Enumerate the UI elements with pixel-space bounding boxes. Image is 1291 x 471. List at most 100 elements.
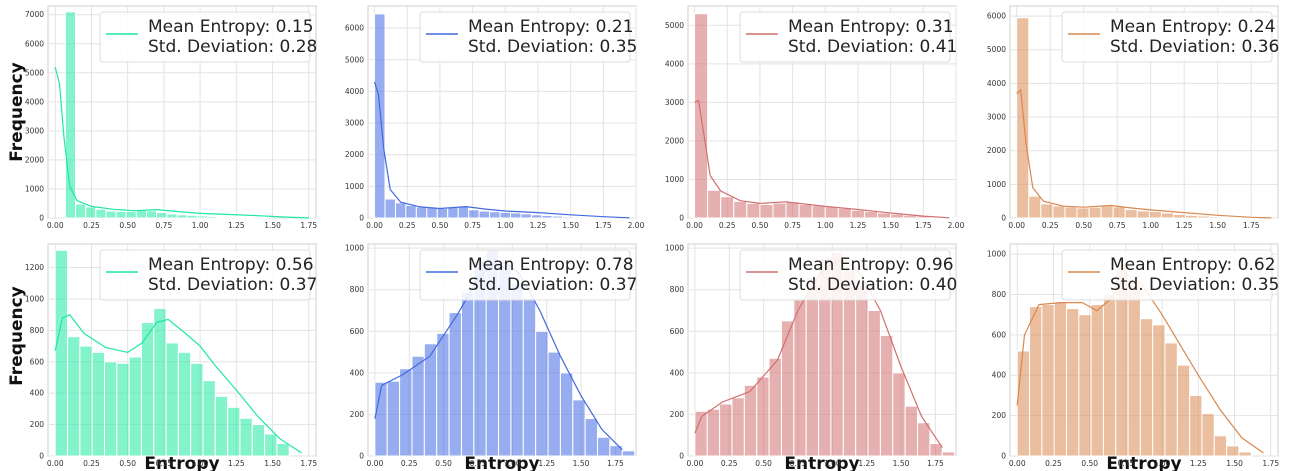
x-label-col2: Entropy	[784, 454, 859, 471]
x-tick-label: 1.50	[1209, 221, 1226, 230]
legend-entry: Std. Deviation: 0.37	[148, 275, 317, 295]
x-tick-label: 1.50	[562, 221, 579, 230]
histogram-bar	[707, 189, 722, 219]
histogram-bar	[436, 208, 449, 219]
histogram-bar	[423, 343, 438, 457]
x-label-col3: Entropy	[1106, 454, 1181, 471]
x-tick-label: 1.00	[192, 459, 209, 468]
histogram-bar	[1197, 215, 1211, 219]
histogram-bar	[855, 285, 869, 457]
x-tick-label: 0.75	[464, 221, 481, 230]
histogram-bar	[75, 203, 87, 219]
histogram-bar	[733, 200, 748, 219]
x-tick-label: 1.00	[1154, 459, 1171, 468]
histogram-bar	[276, 442, 290, 457]
y-tick-label: 6000	[987, 12, 1006, 21]
x-tick-label: 1.75	[300, 221, 317, 230]
histogram-bar	[1112, 206, 1126, 219]
y-tick-label: 800	[350, 285, 365, 294]
x-tick-label: 0.25	[1042, 221, 1059, 230]
histogram-bar	[1148, 211, 1162, 219]
histogram-bar	[1136, 210, 1150, 219]
y-tick-label: 5000	[987, 45, 1006, 54]
legend-entry: Std. Deviation: 0.40	[788, 275, 957, 295]
y-tick-label: 1000	[987, 250, 1006, 259]
histogram-bar	[785, 201, 800, 219]
y-tick-label: 5000	[345, 55, 364, 64]
x-tick-label: 1.50	[882, 221, 899, 230]
histogram-bar	[1201, 413, 1215, 457]
histogram-bar	[867, 310, 881, 457]
histogram-panel-5: 0.00 0.25 0.50 0.75 1.00 1.25 1.50 1.75 0 200 400 6…	[345, 243, 637, 468]
histogram-bar	[530, 214, 543, 219]
histogram-bar	[719, 403, 733, 457]
x-tick-label: 1.00	[497, 221, 514, 230]
y-tick-label: 4000	[345, 87, 364, 96]
histogram-bar	[743, 384, 758, 457]
legend-entry: Mean Entropy: 0.62	[1110, 255, 1276, 275]
histogram-bar	[384, 198, 396, 219]
histogram-bar	[128, 356, 142, 457]
legend-entry: Std. Deviation: 0.37	[468, 275, 637, 295]
histogram-bar	[79, 345, 93, 457]
y-tick-label: 200	[350, 410, 365, 419]
histogram-bar	[1016, 350, 1031, 457]
y-tick-label: 1000	[665, 244, 684, 253]
histogram-bar	[837, 207, 852, 219]
row1-y-label: Frequency	[7, 286, 27, 386]
histogram-bar	[746, 202, 761, 219]
y-tick-label: 7000	[25, 10, 44, 19]
histogram-bar	[811, 205, 826, 219]
y-tick-label: 0	[1001, 214, 1006, 223]
histogram-bar	[374, 13, 386, 219]
histogram-bar	[115, 210, 127, 219]
histogram-bar	[468, 209, 480, 219]
histogram-bar	[489, 211, 501, 219]
histogram-bar	[780, 320, 795, 457]
histogram-bar	[448, 312, 462, 457]
legend-box	[419, 249, 631, 301]
histogram-bar	[879, 334, 894, 457]
x-tick-label: 1.00	[504, 459, 521, 468]
x-tick-label: 0.00	[1009, 459, 1026, 468]
histogram-bar	[572, 216, 585, 219]
x-tick-label: 1.25	[850, 221, 867, 230]
histogram-bar	[798, 204, 813, 219]
histogram-bar	[125, 210, 137, 219]
histogram-bar	[584, 418, 599, 457]
histogram-bar	[216, 216, 229, 219]
legend-box	[99, 249, 311, 301]
histogram-bar	[1053, 302, 1067, 457]
histogram-bar	[805, 276, 820, 457]
x-tick-label: 0.00	[1008, 221, 1025, 230]
histogram-bar	[264, 433, 278, 457]
legend-entry: Mean Entropy: 0.15	[148, 17, 314, 37]
x-tick-label: 0.25	[401, 459, 418, 468]
x-tick-label: 0.25	[399, 221, 416, 230]
histogram-bar	[140, 322, 155, 457]
y-tick-label: 5000	[665, 21, 684, 30]
y-tick-label: 3000	[665, 98, 684, 107]
y-tick-label: 4000	[665, 59, 684, 68]
y-tick-label: 6000	[345, 24, 364, 33]
histogram-bar	[386, 380, 401, 457]
x-tick-label: 1.75	[927, 459, 944, 468]
histogram-bar	[535, 330, 549, 457]
histogram-bar	[1221, 216, 1235, 219]
x-tick-label: 0.75	[790, 459, 807, 468]
histogram-bar	[1041, 304, 1055, 457]
histogram-bar	[1238, 451, 1252, 457]
y-tick-label: 0	[39, 214, 44, 223]
histogram-bar	[146, 210, 158, 219]
y-tick-label: 400	[992, 371, 1007, 380]
y-tick-label: 1000	[345, 244, 364, 253]
x-tick-label: 0.50	[435, 459, 452, 468]
x-tick-label: 1.75	[300, 459, 317, 468]
x-tick-label: 0.00	[686, 221, 703, 230]
legend-entry: Mean Entropy: 0.96	[788, 255, 954, 275]
histogram-bar	[772, 202, 787, 219]
y-tick-label: 0	[679, 452, 684, 461]
histogram-panel-3: 0.00 0.25 0.50 0.75 1.00 1.25 1.50 1.75 0 1000 200…	[987, 5, 1279, 230]
x-tick-label: 1.00	[1142, 221, 1159, 230]
